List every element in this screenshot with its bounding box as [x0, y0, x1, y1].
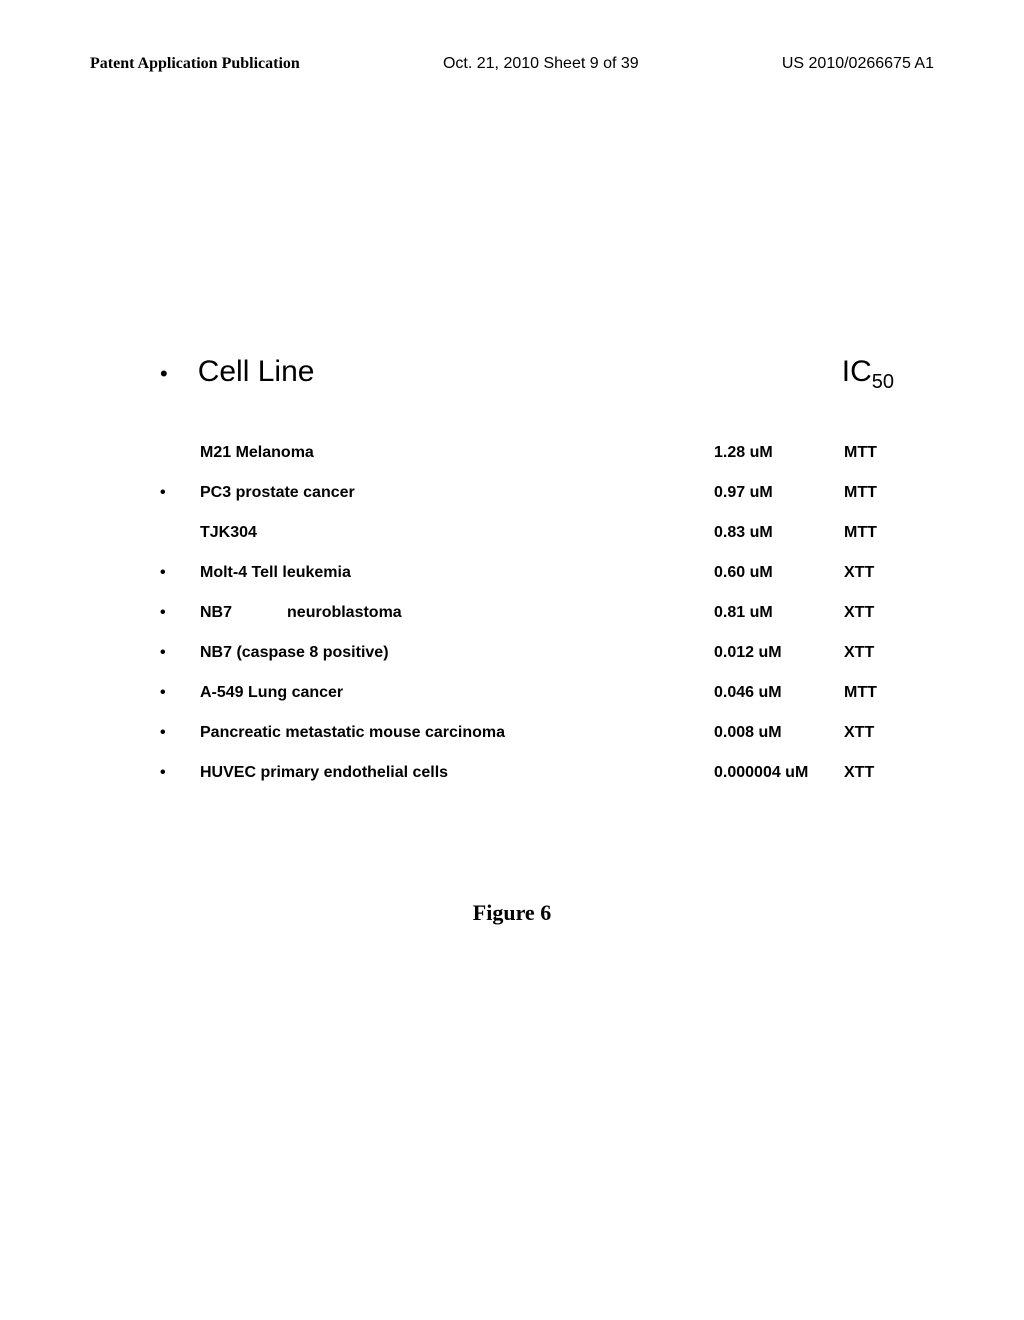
ic50-value: 0.81 uM	[714, 604, 844, 622]
ic50-value: 1.28 uM	[714, 444, 844, 462]
assay-type: MTT	[844, 484, 894, 502]
row-bullet: •	[160, 644, 200, 662]
table-row: • PC3 prostate cancer 0.97 uM MTT	[160, 484, 894, 502]
ic50-title: IC50	[842, 355, 894, 394]
assay-type: XTT	[844, 764, 894, 782]
table-row: • Molt-4 Tell leukemia 0.60 uM XTT	[160, 564, 894, 582]
row-bullet: •	[160, 764, 200, 782]
cell-name: NB7 (caspase 8 positive)	[200, 644, 714, 662]
assay-type: MTT	[844, 524, 894, 542]
cell-name: HUVEC primary endothelial cells	[200, 764, 714, 782]
ic50-value: 0.012 uM	[714, 644, 844, 662]
ic50-value: 0.83 uM	[714, 524, 844, 542]
cell-name: TJK304	[200, 524, 714, 542]
row-bullet: •	[160, 684, 200, 702]
cell-name: M21 Melanoma	[200, 444, 714, 462]
row-bullet: •	[160, 724, 200, 742]
table-row: • NB7neuroblastoma 0.81 uM XTT	[160, 604, 894, 622]
cell-name: NB7neuroblastoma	[200, 604, 714, 622]
table-row: • HUVEC primary endothelial cells 0.0000…	[160, 764, 894, 782]
table-row: • A-549 Lung cancer 0.046 uM MTT	[160, 684, 894, 702]
table-row: TJK304 0.83 uM MTT	[160, 524, 894, 542]
data-rows: M21 Melanoma 1.28 uM MTT • PC3 prostate …	[160, 444, 894, 782]
table-row: • Pancreatic metastatic mouse carcinoma …	[160, 724, 894, 742]
ic50-value: 0.97 uM	[714, 484, 844, 502]
figure-label: Figure 6	[0, 900, 1024, 926]
assay-type: XTT	[844, 564, 894, 582]
row-bullet: •	[160, 484, 200, 502]
assay-type: MTT	[844, 684, 894, 702]
ic50-value: 0.046 uM	[714, 684, 844, 702]
ic50-value: 0.000004 uM	[714, 764, 844, 782]
cell-line-title: Cell Line	[198, 355, 842, 389]
content-area: • Cell Line IC50 M21 Melanoma 1.28 uM MT…	[160, 355, 894, 804]
title-bullet: •	[160, 361, 168, 387]
header-center: Oct. 21, 2010 Sheet 9 of 39	[443, 55, 639, 73]
cell-name: PC3 prostate cancer	[200, 484, 714, 502]
assay-type: MTT	[844, 444, 894, 462]
header-right: US 2010/0266675 A1	[782, 55, 934, 73]
cell-name: Molt-4 Tell leukemia	[200, 564, 714, 582]
ic50-value: 0.60 uM	[714, 564, 844, 582]
assay-type: XTT	[844, 644, 894, 662]
cell-name: A-549 Lung cancer	[200, 684, 714, 702]
header-left: Patent Application Publication	[90, 55, 300, 73]
row-bullet: •	[160, 564, 200, 582]
table-row: M21 Melanoma 1.28 uM MTT	[160, 444, 894, 462]
cell-name: Pancreatic metastatic mouse carcinoma	[200, 724, 714, 742]
row-bullet: •	[160, 604, 200, 622]
assay-type: XTT	[844, 724, 894, 742]
title-row: • Cell Line IC50	[160, 355, 894, 394]
assay-type: XTT	[844, 604, 894, 622]
ic50-value: 0.008 uM	[714, 724, 844, 742]
table-row: • NB7 (caspase 8 positive) 0.012 uM XTT	[160, 644, 894, 662]
